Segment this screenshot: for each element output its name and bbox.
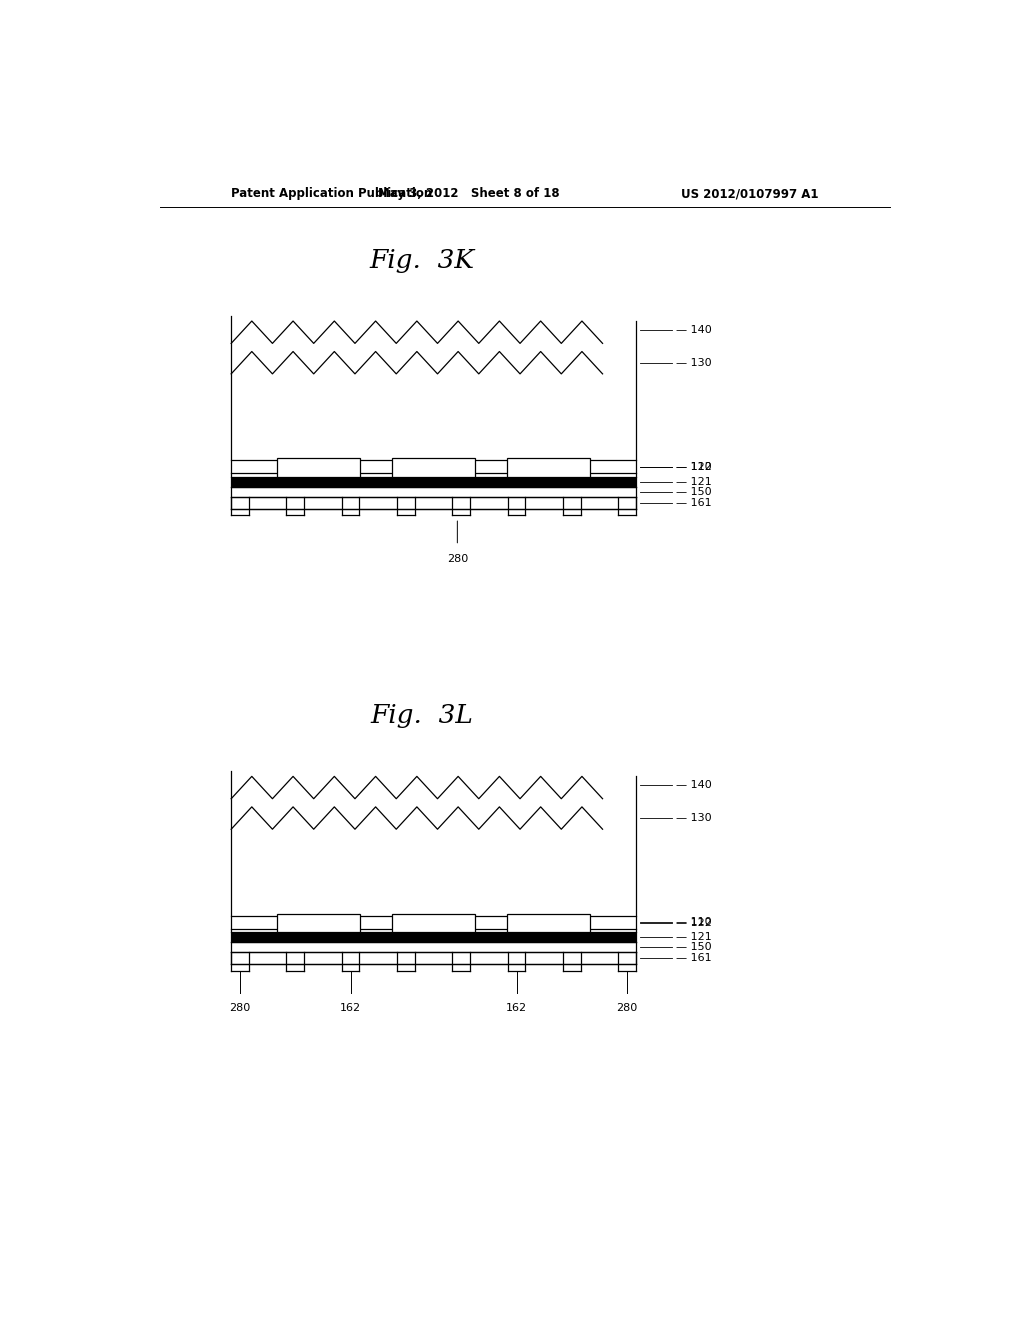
Bar xyxy=(276,913,360,932)
Text: 280: 280 xyxy=(616,1003,638,1012)
Bar xyxy=(392,913,475,932)
Text: — 150: — 150 xyxy=(676,942,712,952)
Text: — 161: — 161 xyxy=(676,953,712,964)
Text: May 3, 2012   Sheet 8 of 18: May 3, 2012 Sheet 8 of 18 xyxy=(379,187,560,201)
Text: 280: 280 xyxy=(229,1003,251,1012)
Text: Fig.  3L: Fig. 3L xyxy=(371,702,473,727)
Text: — 140: — 140 xyxy=(676,325,712,335)
Text: — 122: — 122 xyxy=(676,917,712,928)
Text: US 2012/0107997 A1: US 2012/0107997 A1 xyxy=(681,187,818,201)
Text: — 161: — 161 xyxy=(676,498,712,508)
Text: — 110: — 110 xyxy=(676,917,712,927)
Bar xyxy=(507,458,590,477)
Bar xyxy=(276,458,360,477)
Text: — 121: — 121 xyxy=(676,932,712,942)
Text: — 121: — 121 xyxy=(676,477,712,487)
Text: — 150: — 150 xyxy=(676,487,712,496)
Bar xyxy=(392,458,475,477)
Text: — 110: — 110 xyxy=(676,462,712,471)
Text: 162: 162 xyxy=(340,1003,361,1012)
Text: 280: 280 xyxy=(446,554,468,564)
Text: — 122: — 122 xyxy=(676,462,712,473)
Bar xyxy=(507,913,590,932)
Text: — 130: — 130 xyxy=(676,813,712,824)
Text: — 130: — 130 xyxy=(676,358,712,368)
Text: Fig.  3K: Fig. 3K xyxy=(369,248,474,272)
Text: 162: 162 xyxy=(506,1003,527,1012)
Text: — 140: — 140 xyxy=(676,780,712,791)
Text: Patent Application Publication: Patent Application Publication xyxy=(231,187,432,201)
